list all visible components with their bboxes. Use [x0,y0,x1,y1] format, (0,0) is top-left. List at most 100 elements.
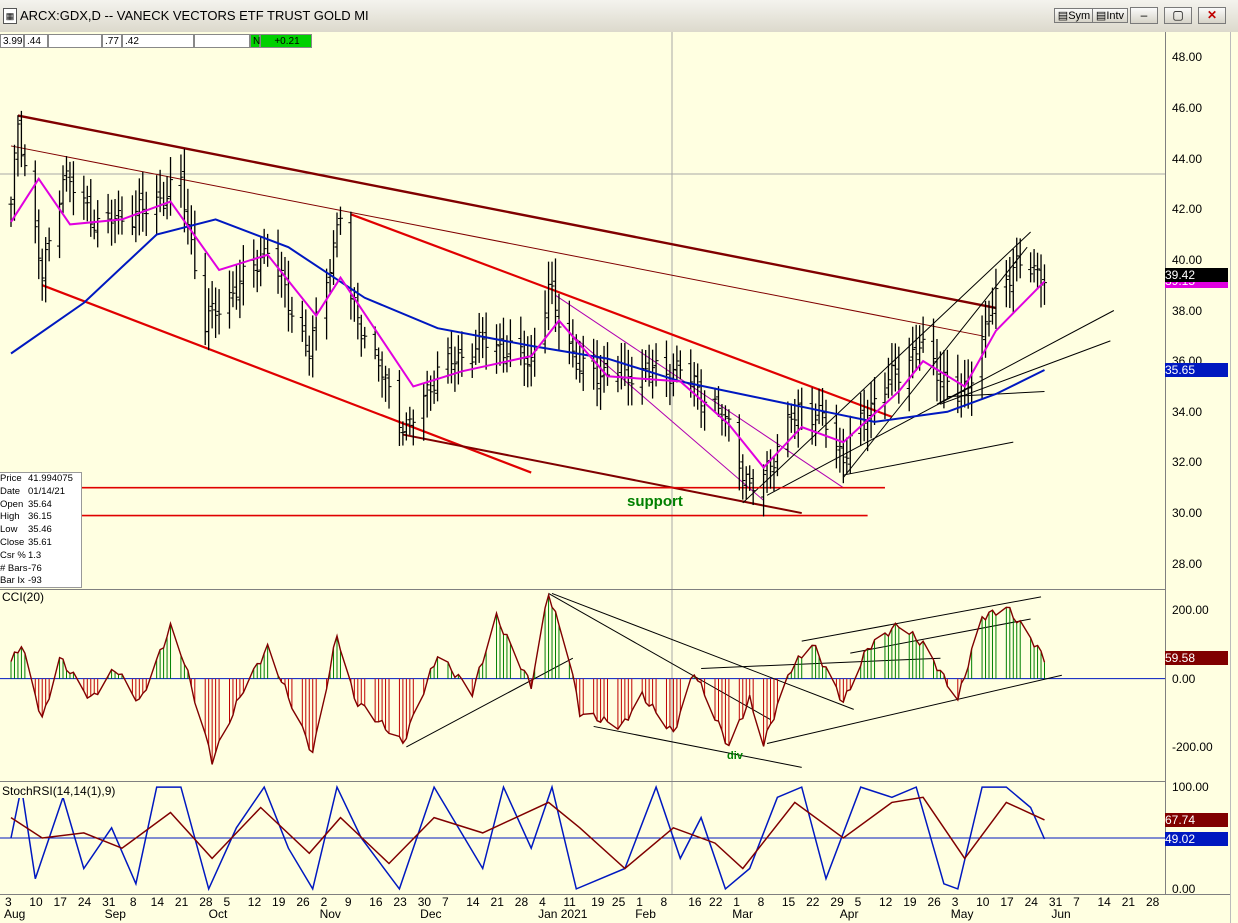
trendline [572,335,764,501]
day-tick-label: 10 [29,895,43,909]
data-window-row: Low 35.46 [0,524,81,537]
price-bar [424,370,430,418]
price-bar [809,387,815,445]
month-tick-label: Feb [635,907,656,921]
price-bar [618,342,624,390]
title-bar: ▦ ARCX:GDX,D -- VANECK VECTORS ETF TRUST… [0,0,1238,33]
interval-button[interactable]: ▤Intv [1092,8,1128,23]
price-scale[interactable] [1165,32,1231,894]
minimize-button[interactable]: – [1130,7,1158,24]
day-tick-label: 3 [5,895,12,909]
day-tick-label: 5 [854,895,862,909]
data-window-label: Open [0,498,24,510]
price-bar [469,343,475,378]
data-window-value: -93 [28,575,42,587]
price-bar [161,181,167,217]
price-bar [154,175,160,234]
day-tick-label: 5 [223,895,231,909]
price-bar [629,356,635,406]
price-tick-label: 28.00 [1172,556,1203,571]
day-tick-label: 22 [806,895,820,909]
moving-averages [10,176,1046,470]
price-bar [254,249,260,293]
price-bar [116,190,122,235]
price-bar [910,326,916,379]
price-bar [22,144,28,177]
price-bar [233,265,239,310]
price-bar [715,386,721,417]
price-bar [209,281,215,329]
data-window-row: # Bars-76 [0,563,81,576]
data-window-row: High 36.15 [0,511,81,524]
price-bar [18,110,24,168]
price-bar [768,449,774,489]
trendline [936,310,1115,405]
time-axis[interactable] [0,894,1230,923]
price-bar [913,324,919,371]
price-bar [421,382,427,441]
chart-window-icon[interactable]: ▦ [3,8,17,24]
data-window-row: Bar Ix -93 [0,575,81,588]
price-bar [986,300,992,337]
stochrsi-tick-label: 0.00 [1172,881,1196,896]
data-window-row: Open 35.64 [0,499,81,512]
quote-cell-blank-2 [194,34,250,48]
grid-icon: ▤ [1057,10,1069,22]
month-tick-label: Jun [1051,907,1071,921]
adjacent-chart-edge [1230,32,1238,923]
stochrsi-panel-title: StochRSI(14,14(1),9) [2,784,116,798]
day-tick-label: 3 [951,895,959,909]
data-window-value: 35.61 [28,536,52,548]
price-bar [507,319,513,368]
stochrsi-value-tag: 49.02 [1165,831,1228,846]
quote-cell-5: N [250,34,260,48]
quote-cell-2: .44 [24,34,48,48]
price-bar [740,454,746,500]
minimize-icon: – [1140,8,1148,22]
price-bar [920,316,926,353]
cci-trendline [593,725,802,768]
day-tick-label: 1 [733,895,740,909]
price-bar [181,148,187,233]
day-tick-label: 24 [1024,895,1038,909]
price-bar [1028,252,1034,283]
price-bar [944,349,950,399]
price-bar [785,401,791,458]
chart-area[interactable] [0,32,1165,894]
price-bar [213,287,219,338]
price-bar [57,190,63,259]
trendline [350,213,893,418]
data-window-value: 01/14/21 [28,485,65,497]
price-bar [743,466,749,500]
price-bar [337,206,343,235]
close-button[interactable]: ✕ [1198,7,1226,24]
price-bar [306,335,312,376]
price-bar [15,115,21,177]
day-tick-label: 12 [878,895,893,909]
maximize-button[interactable]: ▢ [1164,7,1192,24]
day-tick-label: 2 [320,895,328,909]
price-bar [941,350,947,409]
price-bar [712,387,718,413]
price-bar [143,191,149,236]
cci-trendline [551,592,854,710]
price-tick-label: 48.00 [1172,50,1203,65]
price-bar [497,323,503,366]
month-tick-label: Oct [208,907,228,921]
price-bar [310,315,316,378]
price-bar [334,212,340,258]
cci-trendline [406,657,574,748]
price-bar [230,271,236,308]
day-tick-label: 12 [247,895,262,909]
price-bar [816,388,822,425]
price-bar [840,428,846,484]
price-bar [327,259,333,295]
price-bar [81,175,87,220]
price-bar [476,312,482,363]
cci-trendline [766,674,1062,744]
stochrsi-signal-line [10,796,1045,870]
data-window-value: 41.994075 [28,473,73,484]
symbol-button[interactable]: ▤Sym [1054,8,1094,23]
price-bar [736,414,742,491]
